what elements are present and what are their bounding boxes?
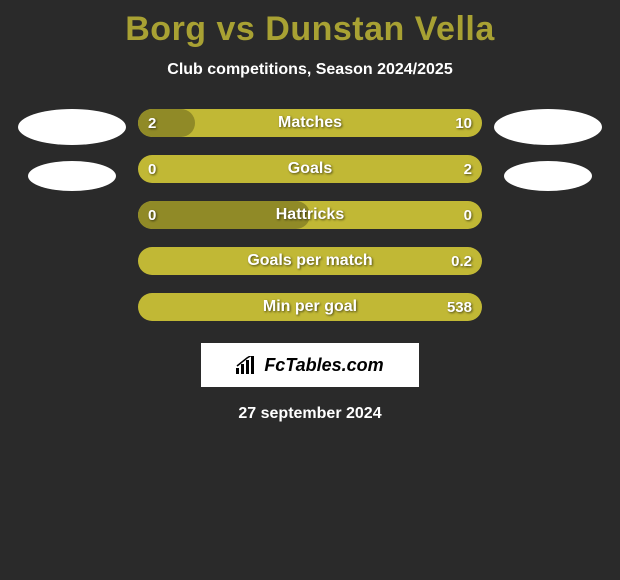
watermark: FcTables.com xyxy=(201,343,419,387)
player-left-badge-1 xyxy=(18,109,126,145)
stat-bar: 210Matches xyxy=(138,109,482,137)
stat-value-right: 0.2 xyxy=(451,247,472,275)
stat-value-right: 10 xyxy=(455,109,472,137)
player-right-badge-2 xyxy=(504,161,592,191)
stat-value-left: 0 xyxy=(148,155,156,183)
watermark-text: FcTables.com xyxy=(264,355,383,376)
stat-label: Goals per match xyxy=(138,247,482,275)
stat-bar-fill xyxy=(138,109,195,137)
stat-value-left: 2 xyxy=(148,109,156,137)
stat-label: Min per goal xyxy=(138,293,482,321)
stat-bar: 00Hattricks xyxy=(138,201,482,229)
subtitle: Club competitions, Season 2024/2025 xyxy=(0,61,620,79)
stat-label: Goals xyxy=(138,155,482,183)
bar-chart-icon xyxy=(236,356,258,374)
stat-value-right: 2 xyxy=(464,155,472,183)
page-title: Borg vs Dunstan Vella xyxy=(0,0,620,49)
stat-bar: 538Min per goal xyxy=(138,293,482,321)
stat-value-right: 0 xyxy=(464,201,472,229)
right-badges xyxy=(494,109,602,191)
player-left-badge-2 xyxy=(28,161,116,191)
bars-column: 210Matches02Goals00Hattricks0.2Goals per… xyxy=(138,109,482,321)
left-badges xyxy=(18,109,126,191)
date-text: 27 september 2024 xyxy=(0,405,620,423)
stat-bar: 0 2Goals xyxy=(138,155,482,183)
player-right-badge-1 xyxy=(494,109,602,145)
stat-value-right: 538 xyxy=(447,293,472,321)
stat-bar-fill xyxy=(138,201,310,229)
stat-bar: 0.2Goals per match xyxy=(138,247,482,275)
comparison-area: 210Matches02Goals00Hattricks0.2Goals per… xyxy=(0,109,620,321)
stat-value-left: 0 xyxy=(148,201,156,229)
